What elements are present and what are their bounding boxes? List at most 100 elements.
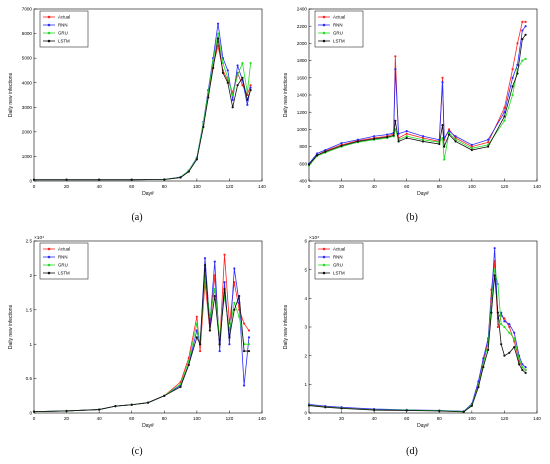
series-line-rnn bbox=[308, 25, 526, 165]
data-point bbox=[392, 134, 395, 137]
x-tick-label: 20 bbox=[64, 184, 70, 189]
y-tick-label: 1.5 bbox=[26, 307, 33, 312]
y-tick-label: 5 bbox=[304, 267, 307, 272]
data-point bbox=[443, 145, 446, 148]
legend-marker bbox=[47, 271, 51, 275]
data-point bbox=[179, 176, 182, 179]
y-tick-label: 3000 bbox=[22, 105, 33, 110]
chart-panel-d: 0 20 40 60 80 100 120 140 0 1 2 3 4 5 6 ×10⁴ Day# Daily n… bbox=[275, 232, 550, 464]
data-point bbox=[223, 253, 226, 256]
x-tick-label: 60 bbox=[129, 416, 135, 421]
data-point bbox=[508, 325, 511, 329]
y-axis-label: Daily new infections bbox=[283, 304, 289, 349]
data-point bbox=[98, 408, 101, 411]
data-point bbox=[340, 407, 343, 410]
legend: Actual RNN GRU LSTM bbox=[39, 10, 89, 48]
data-point bbox=[226, 81, 229, 84]
data-point bbox=[524, 57, 527, 60]
data-point bbox=[246, 93, 249, 97]
data-point bbox=[500, 343, 503, 346]
data-point bbox=[231, 93, 234, 97]
data-point bbox=[316, 154, 319, 157]
x-tick-label: 0 bbox=[308, 416, 311, 421]
data-point bbox=[212, 59, 215, 62]
y-tick-label: 1800 bbox=[297, 58, 308, 63]
data-point bbox=[340, 144, 343, 147]
y-tick-label: 1 bbox=[304, 382, 307, 387]
y-tick-label: 2.5 bbox=[26, 239, 33, 244]
data-point bbox=[233, 301, 236, 305]
x-tick-label: 120 bbox=[501, 416, 509, 421]
x-tick-label: 60 bbox=[129, 184, 135, 189]
data-point bbox=[405, 409, 408, 412]
data-point bbox=[373, 137, 376, 140]
x-tick-label: 140 bbox=[533, 416, 541, 421]
y-tick-label: 1 bbox=[29, 342, 32, 347]
legend-marker bbox=[322, 247, 326, 251]
legend-marker bbox=[322, 39, 326, 43]
legend-marker bbox=[322, 15, 326, 19]
data-point bbox=[221, 71, 225, 74]
legend-marker bbox=[322, 271, 326, 275]
data-point bbox=[218, 343, 221, 346]
legend-label: LSTM bbox=[58, 271, 70, 276]
legend: Actual RNN GRU LSTM bbox=[39, 242, 89, 280]
data-point bbox=[513, 337, 516, 340]
x-tick-label: 80 bbox=[162, 416, 168, 421]
data-point bbox=[98, 178, 101, 181]
data-point bbox=[233, 308, 236, 311]
data-point bbox=[65, 178, 68, 181]
data-point bbox=[503, 119, 506, 122]
data-point bbox=[524, 366, 527, 369]
data-point bbox=[213, 288, 216, 291]
data-point bbox=[226, 69, 229, 72]
data-point bbox=[247, 336, 251, 339]
x-tick-label: 80 bbox=[437, 184, 443, 189]
legend-label: Actual bbox=[333, 247, 345, 252]
data-point bbox=[228, 336, 231, 339]
data-point bbox=[511, 93, 514, 97]
data-point bbox=[438, 409, 441, 413]
data-point bbox=[441, 81, 444, 84]
data-point bbox=[521, 368, 524, 372]
x-tick-label: 0 bbox=[308, 184, 311, 189]
chart-panel-a: 0 20 40 60 80 100 120 140 0 1000 2000 3000 4000 5000 6… bbox=[0, 0, 275, 232]
legend-marker bbox=[47, 15, 51, 19]
data-point bbox=[454, 136, 457, 140]
data-point bbox=[236, 64, 239, 67]
data-point bbox=[524, 33, 527, 36]
data-point bbox=[203, 263, 207, 267]
caption-b: (b) bbox=[406, 212, 418, 223]
y-axis-label: Daily new infections bbox=[8, 72, 14, 117]
chart-d: 0 20 40 60 80 100 120 140 0 1 2 3 4 5 6×10⁴ Day# Daily n… bbox=[283, 235, 541, 429]
data-point bbox=[521, 29, 524, 32]
data-point bbox=[394, 119, 397, 122]
data-point bbox=[496, 325, 500, 329]
y-tick-label: 2 bbox=[29, 273, 32, 278]
data-point bbox=[470, 143, 473, 146]
legend-label: RNN bbox=[333, 23, 343, 28]
data-point bbox=[195, 315, 198, 318]
legend-marker bbox=[322, 263, 326, 267]
legend-label: LSTM bbox=[58, 39, 70, 44]
data-point bbox=[130, 178, 133, 181]
data-point bbox=[516, 42, 519, 45]
data-point bbox=[208, 329, 211, 332]
data-point bbox=[511, 85, 514, 88]
data-point bbox=[373, 135, 376, 138]
data-point bbox=[324, 148, 327, 152]
y-tick-label: 1400 bbox=[297, 93, 308, 98]
y-tick-label: 400 bbox=[299, 179, 307, 184]
series-line-actual bbox=[308, 21, 526, 165]
legend-marker bbox=[322, 23, 326, 27]
data-point bbox=[307, 404, 311, 407]
data-point bbox=[503, 325, 506, 329]
x-tick-label: 0 bbox=[33, 416, 36, 421]
legend-marker bbox=[47, 255, 51, 259]
x-axis-label: Day# bbox=[417, 423, 429, 429]
data-point bbox=[521, 38, 524, 41]
legend-label: Actual bbox=[333, 15, 345, 20]
legend-label: GRU bbox=[333, 263, 343, 268]
data-point bbox=[454, 138, 457, 141]
data-point bbox=[521, 20, 524, 23]
